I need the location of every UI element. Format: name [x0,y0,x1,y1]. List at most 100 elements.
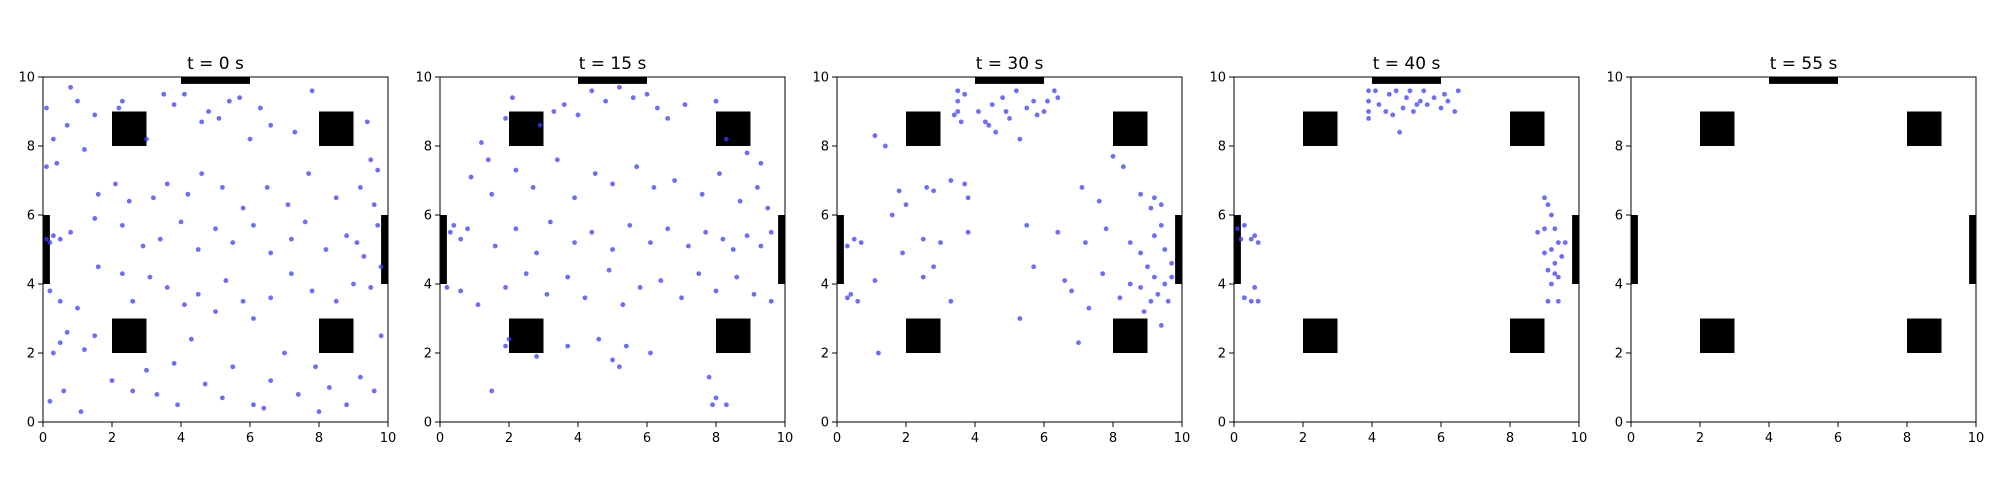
agent-point [57,340,63,346]
agent-point [1138,250,1143,256]
y-tick-label: 4 [27,278,35,293]
agent-point [1455,88,1461,94]
agent-point [603,98,608,104]
agent-point [1445,98,1451,104]
y-tick-label: 0 [821,416,829,431]
agent-point [479,140,484,145]
agent-point [554,157,560,163]
exit-bar [578,77,647,84]
exit-bar [778,215,785,284]
agent-point [1417,98,1423,104]
agent-point [1255,298,1261,304]
y-tick-label: 10 [812,71,829,86]
agent-point [240,298,246,304]
agent-point [717,171,722,177]
agent-point [147,274,153,280]
agent-point [734,274,740,280]
obstacle [509,111,544,146]
axes-frame [42,76,389,423]
agent-point [1241,295,1247,301]
y-tick-label: 2 [821,347,829,362]
agent-point [962,181,968,187]
agent-point [1542,250,1547,256]
agent-point [730,247,736,252]
agent-point [575,112,581,118]
y-tick-label: 2 [1218,347,1226,362]
agent-point [251,316,256,321]
agent-point [309,288,315,294]
x-tick-label: 6 [1834,431,1842,446]
agent-point [889,212,895,218]
obstacle [112,111,147,146]
agent-point [50,350,56,356]
agent-point [713,288,719,294]
agent-point [119,222,125,228]
agent-point [140,243,146,249]
agent-point [61,388,67,394]
agent-point [171,102,177,107]
agent-point [1003,109,1009,114]
agent-point [295,392,301,397]
agent-point [630,95,636,101]
agent-point [1373,88,1378,94]
agent-point [948,298,954,304]
agent-point [1549,212,1554,218]
agent-point [47,398,53,404]
agent-point [188,336,194,342]
agent-point [617,84,622,90]
y-tick-label: 0 [1218,416,1226,431]
agent-point [1549,281,1554,287]
agent-point [634,164,640,170]
agent-point [251,402,256,408]
agent-point [1014,88,1019,94]
agent-point [1138,285,1143,290]
agent-point [44,236,49,242]
agent-point [1407,88,1413,94]
obstacle [1907,318,1942,353]
x-tick-label: 4 [971,431,979,446]
agent-point [1404,95,1409,101]
agent-point [368,157,374,163]
agent-point [1031,98,1037,104]
agent-point [610,247,615,252]
axes-frame [1630,76,1977,423]
agent-point [651,185,657,190]
x-tick-label: 2 [1696,431,1704,446]
agent-point [47,240,53,246]
agent-point [126,198,132,204]
agent-point [503,343,508,349]
agent-point [965,229,971,235]
agent-point [257,105,263,111]
agent-point [92,216,98,221]
agent-point [592,171,598,177]
agent-point [1162,247,1168,252]
x-tick-label: 4 [1368,431,1376,446]
agent-point [344,402,349,408]
agent-point [648,240,653,246]
x-tick-label: 6 [643,431,651,446]
agent-point [720,236,726,242]
agent-point [1148,205,1154,211]
agent-point [264,185,270,190]
agent-point [1155,291,1161,297]
agent-point [551,109,557,114]
agent-point [1431,95,1437,101]
agent-point [1096,198,1102,204]
agent-point [755,185,760,190]
x-tick-label: 4 [177,431,185,446]
agent-point [758,243,764,249]
agent-point [361,254,367,259]
agent-point [237,95,243,101]
agent-point [920,236,926,242]
agent-point [44,164,49,170]
agent-point [289,271,294,277]
obstacle [716,318,751,353]
agent-point [713,98,719,104]
y-tick-label: 2 [424,347,432,362]
agent-point [213,226,218,232]
y-tick-label: 0 [1615,416,1623,431]
x-tick-label: 10 [1968,431,1985,446]
obstacle [1510,111,1545,146]
x-tick-label: 6 [246,431,254,446]
agent-point [316,409,322,415]
